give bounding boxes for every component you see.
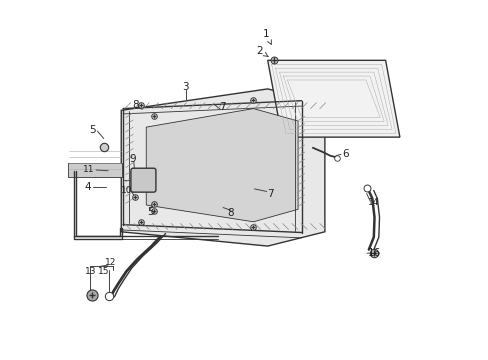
Polygon shape xyxy=(121,89,324,246)
Text: 10: 10 xyxy=(121,186,132,195)
Polygon shape xyxy=(146,109,298,222)
Text: 1: 1 xyxy=(262,28,271,44)
Text: 7: 7 xyxy=(266,189,273,199)
Text: 15: 15 xyxy=(98,267,109,276)
Text: 7: 7 xyxy=(219,102,225,112)
Polygon shape xyxy=(67,163,122,177)
Text: 9: 9 xyxy=(129,154,136,164)
Text: 5: 5 xyxy=(89,125,96,135)
Text: 2: 2 xyxy=(256,46,267,57)
Text: 8: 8 xyxy=(132,100,139,110)
Text: 4: 4 xyxy=(84,182,90,192)
Text: 16: 16 xyxy=(367,248,380,258)
Text: 8: 8 xyxy=(227,208,234,218)
Text: 11: 11 xyxy=(83,166,95,175)
Text: 13: 13 xyxy=(85,267,97,276)
Text: 6: 6 xyxy=(341,149,348,159)
FancyBboxPatch shape xyxy=(131,168,156,192)
Polygon shape xyxy=(267,60,399,137)
Text: 5: 5 xyxy=(146,207,153,217)
Text: 12: 12 xyxy=(105,258,116,267)
Text: 3: 3 xyxy=(182,82,188,92)
Text: 14: 14 xyxy=(367,198,379,207)
